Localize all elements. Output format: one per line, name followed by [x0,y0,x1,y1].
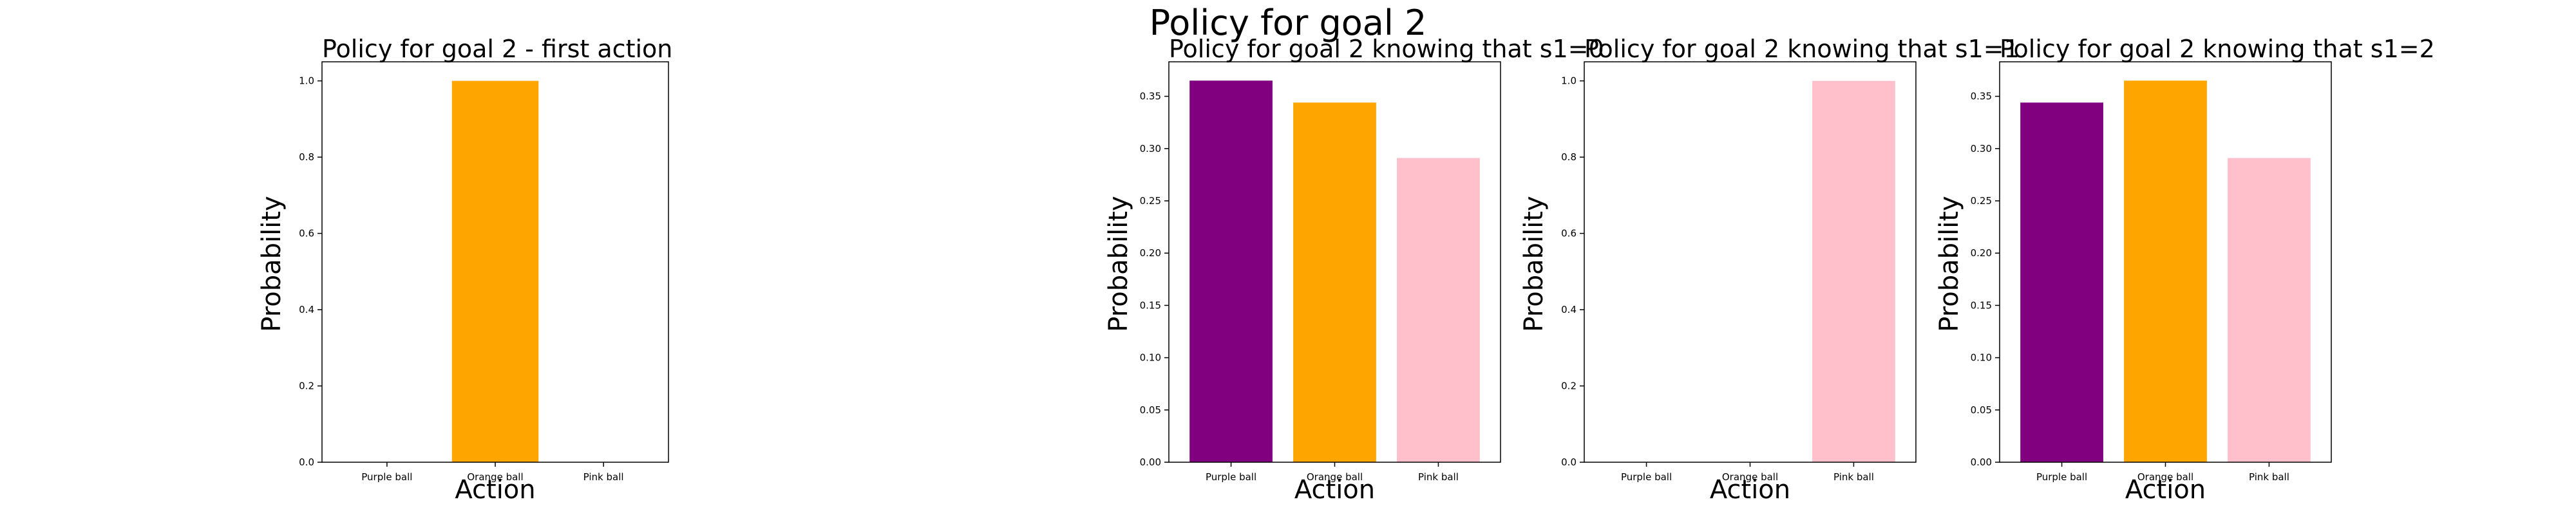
bar-purple-ball [1189,80,1273,463]
bar-orange-ball [1293,102,1376,463]
x-tick-label: Pink ball [1418,471,1459,483]
y-tick-label: 0.25 [1971,195,1992,207]
bar-orange-ball [2124,80,2207,463]
plot-area: Purple ball Orange ball Pink ball 0.00 0.05 0… [1140,61,1501,483]
y-axis-label: Probability [1935,196,1964,332]
x-tick-label: Purple ball [1621,471,1672,483]
y-tick-label: 0.00 [1971,456,1992,468]
y-tick-label: 0.8 [1561,151,1577,163]
x-tick-label: Pink ball [1833,471,1874,483]
x-tick-label: Purple ball [2036,471,2087,483]
y-tick-label: 0.35 [1140,91,1161,102]
y-tick-label: 0.30 [1140,143,1161,154]
y-tick-label: 0.6 [299,228,314,239]
chart-title: Policy for goal 2 - first action [322,35,673,63]
x-tick-label: Pink ball [2249,471,2289,483]
plot-frame [1584,61,1917,463]
y-axis-label: Probability [257,196,287,332]
bar-pink-ball [1812,80,1895,463]
y-tick-label: 0.6 [1561,228,1577,239]
y-tick-label: 0.0 [1561,456,1577,468]
y-tick-label: 1.0 [299,75,314,87]
y-axis-label: Probability [1104,196,1133,332]
plot-frame [1168,61,1501,463]
y-tick-label: 0.2 [1561,380,1577,392]
y-axis-label: Probability [1519,196,1549,332]
plot-frame [1999,61,2332,463]
x-tick-label: Purple ball [1206,471,1256,483]
x-tick-label: Orange ball [1307,471,1363,483]
bar-pink-ball [1397,158,1480,462]
y-tick-label: 0.05 [1140,404,1161,416]
y-tick-label: 0.20 [1971,247,1992,259]
plot-frame [321,61,669,463]
y-tick-label: 1.0 [1561,75,1577,87]
y-tick-label: 0.15 [1971,299,1992,311]
x-tick-label: Orange ball [2137,471,2193,483]
y-tick-label: 0.10 [1140,352,1161,364]
x-tick-label: Pink ball [583,471,624,483]
x-axis-label: Action [455,475,536,505]
y-tick-label: 0.30 [1971,143,1992,154]
y-tick-label: 0.2 [299,380,314,392]
chart-title: Policy for goal 2 knowing that s1=0 [1169,35,1604,63]
plot-area: Purple ball Orange ball Pink ball 0.0 0.2 0.4… [1561,61,1917,483]
y-tick-label: 0.05 [1971,404,1992,416]
bar-pink-ball [2228,158,2311,462]
bar-purple-ball [2020,102,2103,463]
y-tick-label: 0.00 [1140,456,1161,468]
figure-title: Policy for goal 2 [1149,3,1427,43]
x-axis-label: Action [1709,475,1791,505]
bar-orange-ball [451,80,539,463]
x-axis-label: Action [2125,475,2206,505]
x-tick-label: Purple ball [361,471,412,483]
y-tick-label: 0.8 [299,151,314,163]
plot-area: Purple ball Orange ball Pink ball 0.00 0.05 0… [1971,61,2332,483]
y-tick-label: 0.15 [1140,299,1161,311]
chart-title: Policy for goal 2 knowing that s1=2 [2000,35,2435,63]
x-tick-label: Orange ball [467,471,523,483]
y-tick-label: 0.4 [299,304,314,315]
x-tick-label: Orange ball [1722,471,1778,483]
y-tick-label: 0.0 [299,456,314,468]
x-axis-label: Action [1294,475,1376,505]
chart-title: Policy for goal 2 knowing that s1=1 [1584,35,2020,63]
y-tick-label: 0.25 [1140,195,1161,207]
plot-area: Purple ball Orange ball Pink ball 0.0 0.2 0.4… [299,61,669,483]
y-tick-label: 0.20 [1140,247,1161,259]
y-tick-label: 0.35 [1971,91,1992,102]
y-tick-label: 0.4 [1561,304,1577,315]
y-tick-label: 0.10 [1971,352,1992,364]
